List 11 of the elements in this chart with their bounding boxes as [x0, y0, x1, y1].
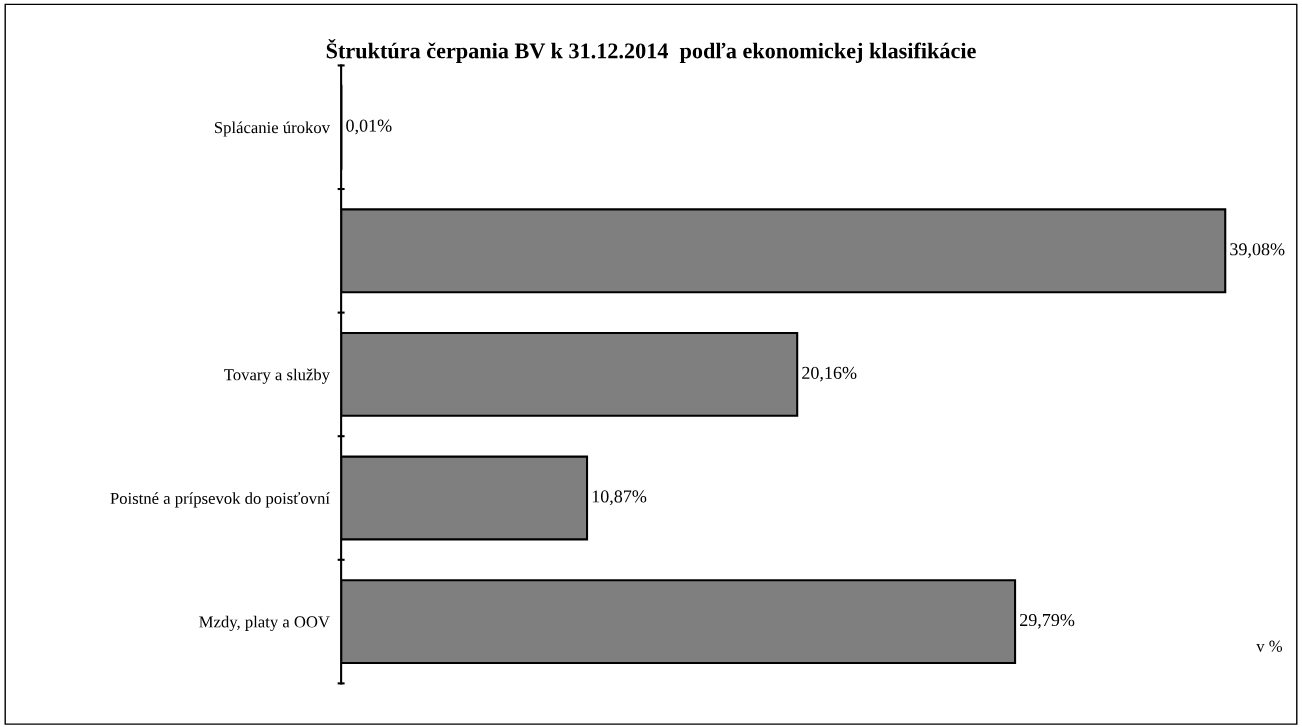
y-tick-label: Mzdy, platy a OOV [199, 615, 330, 631]
data-label: 0,01% [346, 119, 392, 135]
y-tick-label: Poistné a prípsevok do poisťovní [110, 492, 330, 508]
x-axis-title: v % [1256, 640, 1283, 652]
data-label: 20,16% [802, 366, 857, 382]
data-label: 10,87% [592, 490, 647, 506]
chart-title: Štruktúra čerpania BV k 31.12.2014 podľa ekonomickej klasifikácie [326, 38, 976, 63]
y-tick-label: Tovary a služby [224, 368, 330, 384]
data-label: 39,08% [1230, 243, 1285, 258]
data-label: 29,79% [1020, 613, 1075, 629]
y-tick-label: Splácanie úrokov [214, 121, 331, 137]
